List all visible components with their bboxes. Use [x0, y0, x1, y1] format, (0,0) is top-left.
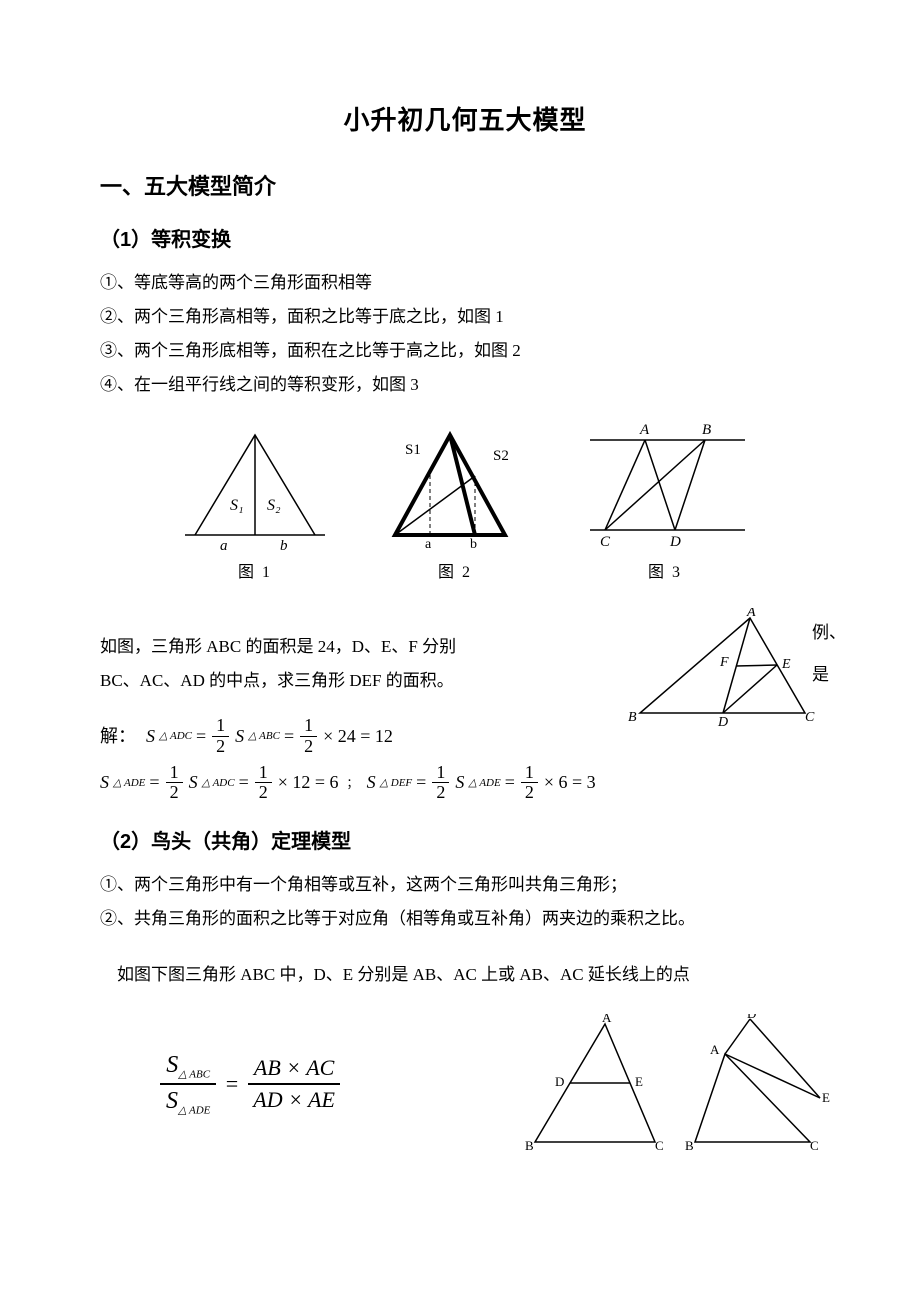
model2-line2: ②、共角三角形的面积之比等于对应角（相等角或互补角）两夹边的乘积之比。	[100, 902, 830, 936]
tr-E: E	[822, 1090, 830, 1105]
fig3-A: A	[639, 422, 650, 438]
eq3-rhs-sub: △ ADE	[468, 775, 500, 792]
fig2-label: 图 2	[375, 558, 535, 582]
ex-B: B	[628, 710, 637, 725]
eq2-lhs-sub: △ ADE	[113, 775, 145, 792]
eq2-tail: × 12 = 6	[278, 769, 339, 796]
model2-heading: （2）鸟头（共角）定理模型	[100, 825, 830, 854]
tl-E: E	[635, 1074, 643, 1089]
model1-heading: （1）等积变换	[100, 223, 830, 252]
fig1-a: a	[220, 538, 228, 550]
tl-A: A	[602, 1014, 612, 1025]
tl-D: D	[555, 1074, 564, 1089]
example-line1: 如图，三角形 ABC 的面积是 24，D、E、F 分别	[100, 630, 570, 664]
example-figure: A B C D E F	[620, 608, 820, 728]
fig1-s2: S₂	[267, 497, 281, 514]
example-block: 例、 是 A B C D E F 如图，三角形 ABC 的面积是 24，D、E、…	[100, 630, 830, 803]
model1-line1: ①、等底等高的两个三角形面积相等	[100, 266, 830, 300]
eq2-rhs-sub: △ ADC	[202, 775, 235, 792]
ratio-top-sub: △ ABC	[178, 1068, 210, 1080]
model1-line3: ③、两个三角形底相等，面积在之比等于高之比，如图 2	[100, 334, 830, 368]
tr-B: B	[685, 1138, 694, 1153]
fig2-b: b	[470, 537, 477, 550]
solution-eq2-3: S△ ADE = 12 S△ ADC = 12 × 12 = 6 ； S△ DE…	[100, 763, 830, 804]
triangle-left: A B C D E	[520, 1014, 670, 1154]
model2-line1: ①、两个三角形中有一个角相等或互补，这两个三角形叫共角三角形；	[100, 868, 830, 902]
triangle-pair: A B C D E D A B C E	[520, 1014, 830, 1154]
tr-A: A	[710, 1042, 720, 1057]
fig1-b: b	[280, 538, 288, 550]
eq1-lhs-sub: △ ADC	[159, 728, 192, 745]
ratio-right-top: AB × AC	[248, 1053, 340, 1085]
fig2-a: a	[425, 537, 432, 550]
eq3-lhs-sub: △ DEF	[380, 775, 413, 792]
fig3-label: 图 3	[575, 558, 755, 582]
tl-B: B	[525, 1138, 534, 1153]
ratio-right-bot: AD × AE	[247, 1085, 341, 1115]
solution-prefix: 解：	[100, 723, 136, 750]
figure-3: A B C D	[575, 420, 755, 550]
figures-row: S₁ S₂ a b S1 S2 a b A B C D	[100, 420, 830, 550]
model1-line2: ②、两个三角形高相等，面积之比等于底之比，如图 1	[100, 300, 830, 334]
document-page: 小升初几何五大模型 一、五大模型简介 （1）等积变换 ①、等底等高的两个三角形面…	[0, 0, 920, 1302]
eq1-rhs-sub: △ ABC	[248, 728, 280, 745]
tr-C: C	[810, 1138, 819, 1153]
solution-block: 解： S△ ADC = 12 S△ ABC = 12 × 24 = 12 S△ …	[100, 716, 830, 803]
ex-E: E	[781, 657, 791, 672]
example-line2: BC、AC、AD 的中点，求三角形 DEF 的面积。	[100, 664, 570, 698]
ex-A: A	[746, 608, 756, 620]
ratio-bot-sub: △ ADE	[178, 1105, 210, 1117]
figure-labels: 图 1 图 2 图 3	[100, 558, 830, 582]
ratio-formula: S△ ABC S△ ADE = AB × AC AD × AE	[160, 1049, 341, 1120]
model2-line3: 如图下图三角形 ABC 中，D、E 分别是 AB、AC 上或 AB、AC 延长线…	[100, 958, 830, 992]
fig3-B: B	[702, 422, 711, 438]
eq1-tail: × 24 = 12	[323, 723, 393, 750]
figure-1: S₁ S₂ a b	[175, 420, 335, 550]
tl-C: C	[655, 1138, 664, 1153]
eq3-tail: × 6 = 3	[544, 769, 596, 796]
ex-F: F	[719, 655, 729, 670]
fig3-C: C	[600, 534, 611, 550]
section-heading: 一、五大模型简介	[100, 169, 830, 201]
model2-bottom-row: S△ ABC S△ ADE = AB × AC AD × AE A B C D …	[100, 1014, 830, 1154]
fig1-s1: S₁	[230, 497, 244, 514]
fig1-label: 图 1	[175, 558, 335, 582]
doc-title: 小升初几何五大模型	[100, 100, 830, 137]
fig2-s1: S1	[405, 442, 421, 458]
model1-line4: ④、在一组平行线之间的等积变形，如图 3	[100, 368, 830, 402]
fig2-s2: S2	[493, 448, 509, 464]
triangle-right: D A B C E	[680, 1014, 830, 1154]
eq-sep1: ；	[347, 774, 359, 792]
ex-D: D	[717, 715, 728, 728]
ex-C: C	[805, 710, 815, 725]
tr-D: D	[747, 1014, 756, 1021]
figure-2: S1 S2 a b	[375, 420, 535, 550]
fig3-D: D	[669, 534, 681, 550]
